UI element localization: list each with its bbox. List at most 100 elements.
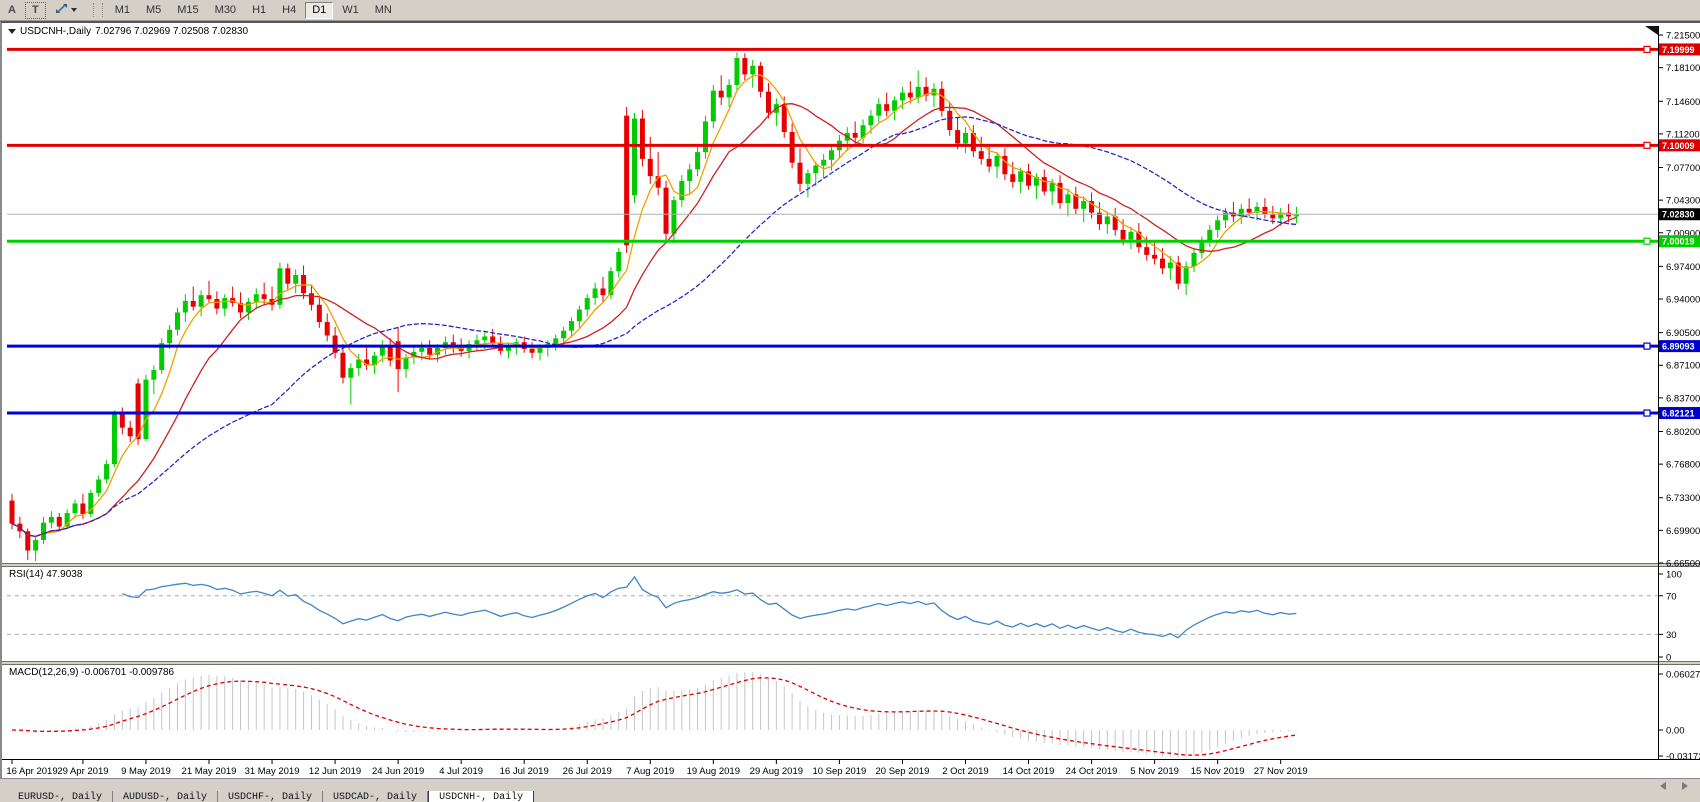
- level-handle-7.10009[interactable]: [1643, 141, 1651, 149]
- candle-down: [1010, 174, 1016, 182]
- candle-up: [1018, 171, 1024, 182]
- timeframe-button-M1[interactable]: M1: [107, 1, 137, 19]
- candle-down: [285, 268, 291, 284]
- candle-down: [1152, 254, 1158, 259]
- candle-up: [679, 180, 685, 201]
- candle-down: [647, 158, 653, 177]
- candle-up: [805, 173, 811, 184]
- timeframe-button-M30[interactable]: M30: [207, 1, 244, 19]
- candle-up: [616, 251, 622, 272]
- level-handle-6.82121[interactable]: [1643, 409, 1651, 417]
- candle-down: [25, 531, 31, 551]
- candle-down: [1089, 201, 1095, 213]
- symbol-tab-AUDUSD[interactable]: AUDUSD-, Daily: [113, 791, 219, 802]
- price-tag-label: 7.19999: [1662, 45, 1695, 55]
- symbol-tab-EURUSD[interactable]: EURUSD-, Daily: [8, 791, 114, 802]
- price-tag-label: 6.82121: [1662, 409, 1695, 419]
- candle-down: [939, 88, 945, 111]
- panel-splitter[interactable]: [2, 563, 1700, 567]
- timeframe-button-H1[interactable]: H1: [245, 1, 274, 19]
- candle-down: [1041, 177, 1047, 192]
- price-tick-label: 6.87100: [1666, 361, 1700, 372]
- dropdown-caret-icon: [70, 8, 77, 12]
- candle-down: [395, 341, 401, 370]
- candle-down: [907, 92, 913, 98]
- candle-up: [1293, 214, 1299, 217]
- scroll-right-icon[interactable]: [1682, 782, 1688, 790]
- timeframe-button-W1[interactable]: W1: [335, 1, 366, 19]
- candle-down: [206, 295, 212, 300]
- date-tick-label: 24 Jun 2019: [372, 766, 424, 777]
- candle-up: [41, 522, 47, 540]
- candle-up: [48, 516, 54, 523]
- candle-down: [238, 302, 244, 313]
- candle-down: [490, 336, 496, 344]
- candle-up: [813, 165, 819, 174]
- candle-up: [1278, 212, 1284, 219]
- date-tick-label: 20 Sep 2019: [875, 766, 929, 777]
- text-label-button[interactable]: A: [1, 1, 23, 19]
- candle-down: [450, 342, 456, 348]
- date-tick-label: 26 Jul 2019: [563, 766, 612, 777]
- candle-up: [245, 301, 251, 313]
- panel-splitter[interactable]: [2, 661, 1700, 665]
- style-arrows-button[interactable]: [47, 1, 84, 19]
- candle-up: [222, 298, 228, 309]
- candle-up: [151, 370, 157, 380]
- candle-up: [868, 115, 874, 126]
- candle-up: [994, 155, 1000, 167]
- date-tick-label: 31 May 2019: [245, 766, 300, 777]
- timeframe-button-H4[interactable]: H4: [275, 1, 304, 19]
- candle-up: [293, 275, 299, 284]
- level-handle-7.19999[interactable]: [1643, 45, 1651, 54]
- candle-down: [663, 187, 669, 234]
- price-tag: [1659, 208, 1700, 221]
- candle-up: [474, 340, 480, 345]
- price-tag-label: 7.02830: [1662, 210, 1695, 220]
- candle-down: [978, 151, 984, 159]
- collapse-triangle-icon[interactable]: [8, 29, 16, 34]
- macd-tick-label: -0.031725: [1666, 752, 1700, 763]
- candle-up: [829, 150, 835, 160]
- date-tick-label: 15 Nov 2019: [1191, 766, 1245, 777]
- toolbar-grip[interactable]: [92, 3, 103, 17]
- symbol-tab-USDCHF[interactable]: USDCHF-, Daily: [218, 791, 324, 802]
- chart-canvas[interactable]: 7.21500 7.18100 7.14600 7.11200 7.07700 7.043…: [2, 23, 1700, 780]
- horizontal-scrollbar[interactable]: [0, 778, 1700, 791]
- symbol-tab-USDCAD[interactable]: USDCAD-, Daily: [323, 791, 429, 802]
- chart-title-symbol: USDCNH-,Daily: [20, 26, 92, 37]
- timeframe-button-D1[interactable]: D1: [305, 1, 334, 19]
- candle-up: [860, 125, 866, 138]
- candle-down: [1112, 216, 1118, 230]
- level-handle-7.00019[interactable]: [1643, 237, 1651, 245]
- candle-down: [261, 294, 267, 300]
- candle-up: [198, 295, 204, 307]
- candle-up: [750, 65, 756, 75]
- candle-up: [1049, 182, 1055, 192]
- level-handle-6.89093[interactable]: [1643, 342, 1651, 350]
- text-box-button[interactable]: T: [24, 1, 46, 19]
- candle-up: [671, 200, 677, 234]
- candle-down: [718, 90, 724, 98]
- price-tag: [1659, 43, 1700, 56]
- candle-up: [695, 152, 701, 170]
- ma-line-13: [11, 103, 1297, 538]
- candle-down: [742, 58, 748, 75]
- candle-up: [553, 338, 559, 345]
- candle-up: [1215, 220, 1221, 230]
- price-tick-label: 7.07700: [1666, 163, 1700, 174]
- candle-down: [80, 503, 86, 515]
- timeframe-button-M15[interactable]: M15: [170, 1, 206, 19]
- candle-down: [1073, 194, 1079, 209]
- candle-down: [884, 104, 890, 111]
- candle-down: [758, 65, 764, 92]
- timeframe-button-MN[interactable]: MN: [367, 1, 399, 19]
- candle-up: [96, 479, 102, 493]
- timeframe-button-M5[interactable]: M5: [138, 1, 169, 19]
- candle-down: [127, 427, 133, 437]
- scroll-left-icon[interactable]: [1660, 782, 1666, 790]
- candle-down: [190, 300, 196, 307]
- candle-down: [624, 115, 630, 246]
- candle-down: [789, 131, 795, 163]
- candle-up: [1207, 229, 1213, 242]
